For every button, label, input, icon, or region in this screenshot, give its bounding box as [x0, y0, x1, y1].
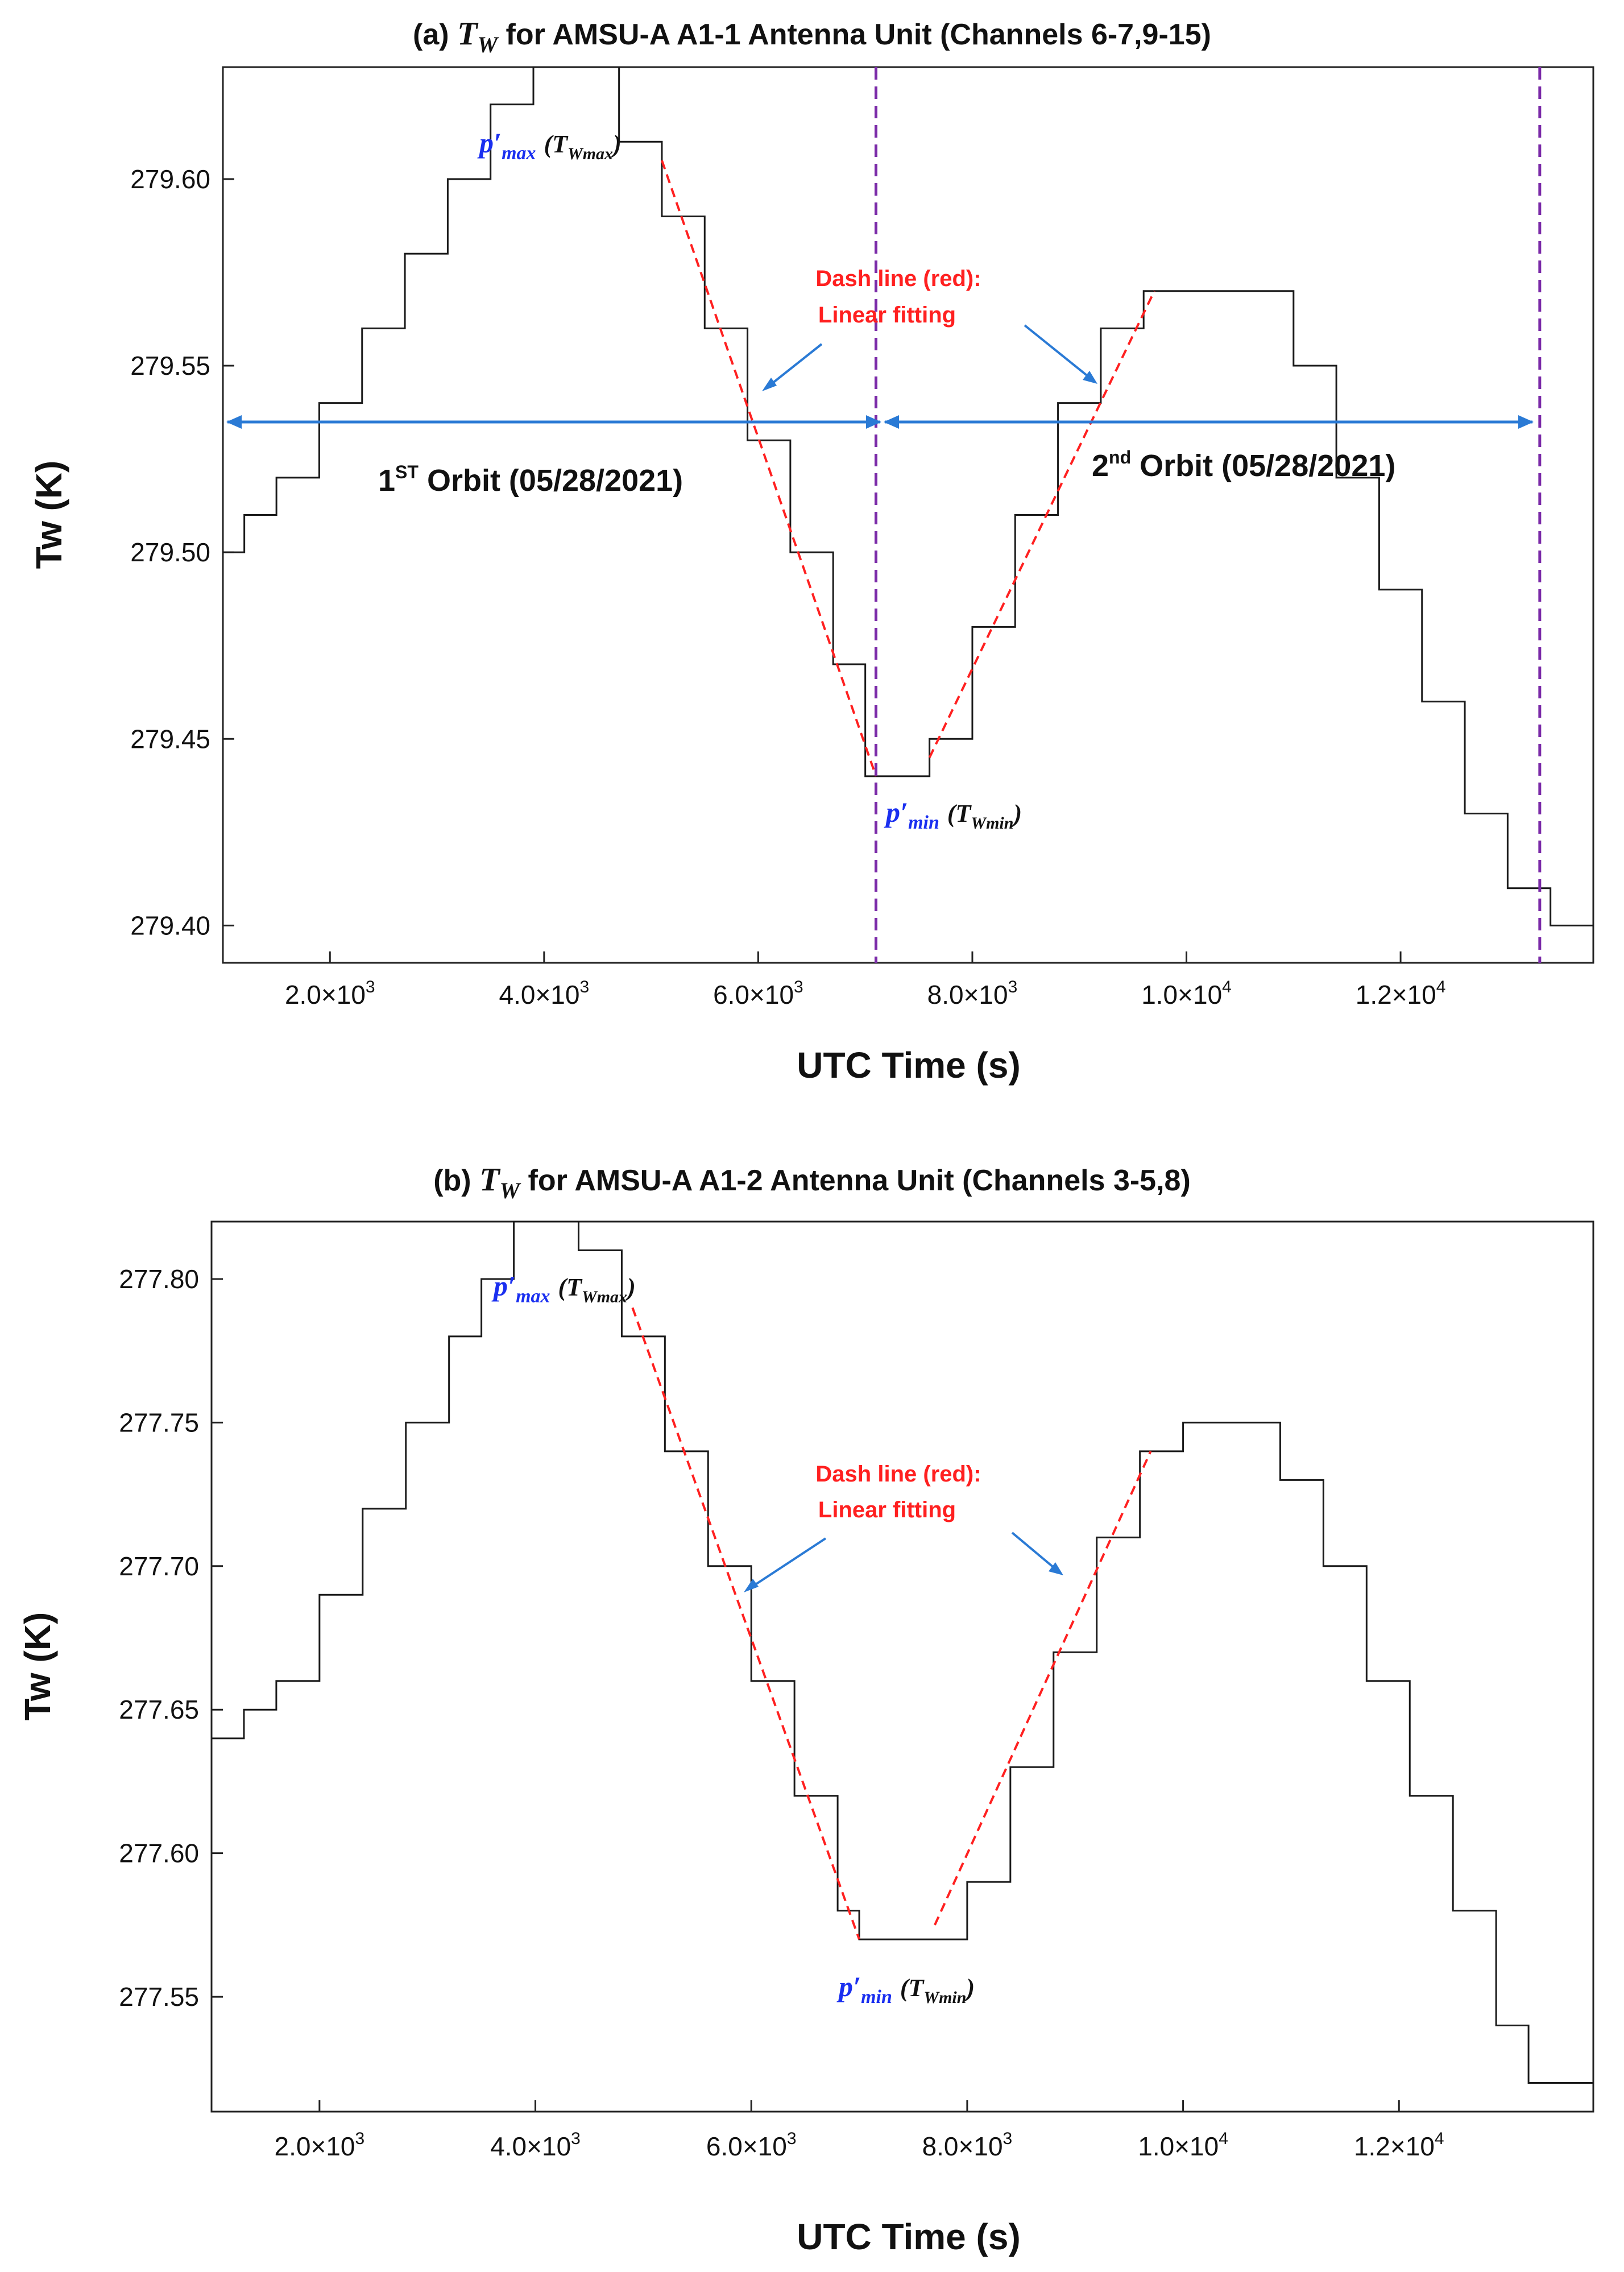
x-tick-label: 1.2×104	[1354, 2129, 1444, 2161]
y-tick-label: 279.55	[130, 351, 210, 380]
pmax-label: p′max (TWmax)	[477, 127, 622, 164]
orbit1-label: 1ST Orbit (05/28/2021)	[378, 462, 683, 498]
tw-series-line	[223, 66, 1593, 926]
x-tick-label: 2.0×103	[275, 2129, 365, 2161]
panel-b-ticks: 277.55 277.60 277.65 277.70 277.75 277.80 2.0×…	[119, 1264, 1444, 2161]
x-tick-label: 4.0×103	[490, 2129, 581, 2161]
panel-a-series	[223, 66, 1593, 926]
x-tick-label: 1.0×104	[1138, 2129, 1228, 2161]
orbit1-arrowhead-right	[866, 415, 881, 429]
orbit1-arrowhead-left	[226, 415, 242, 429]
orbit2-arrowhead-left	[884, 415, 899, 429]
panel-b-title: (b) TW for AMSU-A A1-2 Antenna Unit (Cha…	[433, 1161, 1191, 1203]
x-tick-label: 1.2×104	[1356, 978, 1446, 1009]
tw-series-line	[212, 1220, 1593, 2084]
linear-fit-line	[631, 1307, 860, 1940]
panel-a-dash-callouts	[762, 324, 1097, 391]
linear-fit-line	[661, 160, 877, 777]
x-tick-label: 6.0×103	[713, 978, 803, 1009]
callout-arrow-left	[748, 1537, 827, 1590]
linear-fit-line	[934, 1451, 1152, 1926]
y-tick-label: 277.60	[119, 1839, 199, 1868]
x-tick-label: 1.0×104	[1141, 978, 1232, 1009]
panel-b-series	[212, 1220, 1593, 2084]
panel-a-x-axis-label: UTC Time (s)	[797, 1045, 1021, 1086]
y-tick-label: 279.40	[130, 911, 210, 940]
dash-line-label: Dash line (red):	[815, 266, 981, 291]
callout-arrow-right	[1011, 1532, 1059, 1572]
panel-b-plot-frame	[210, 1220, 1594, 2113]
y-tick-label: 279.50	[130, 537, 210, 567]
pmin-label: p′min (TWmin)	[836, 1971, 975, 2008]
y-tick-label: 277.75	[119, 1408, 199, 1437]
panel-a-orbit-boundaries	[875, 67, 1542, 963]
panel-b-y-axis-label: Tw (K)	[17, 1612, 58, 1721]
pmax-label: p′max (TWmax)	[491, 1270, 636, 1307]
panel-a-title: (a) TW for AMSU-A A1-1 Antenna Unit (Cha…	[413, 15, 1211, 57]
y-tick-label: 277.65	[119, 1695, 199, 1724]
panel-a-y-axis-label: Tw (K)	[28, 461, 69, 569]
callout-arrowhead-right	[1083, 371, 1097, 384]
dash-line-label: Dash line (red):	[815, 1462, 981, 1487]
panel-a-orbit-arrows	[226, 415, 1534, 429]
linear-fitting-label: Linear fitting	[818, 303, 956, 328]
x-tick-label: 6.0×103	[706, 2129, 797, 2161]
x-tick-label: 4.0×103	[499, 978, 590, 1009]
callout-arrowhead-right	[1049, 1562, 1063, 1575]
y-tick-label: 277.80	[119, 1264, 199, 1294]
linear-fit-line	[928, 290, 1155, 758]
callout-arrowhead-left	[744, 1579, 759, 1592]
callout-arrow-left	[765, 343, 823, 389]
panel-b-x-axis-label: UTC Time (s)	[797, 2216, 1021, 2257]
orbit2-arrowhead-right	[1518, 415, 1534, 429]
x-tick-label: 2.0×103	[285, 978, 375, 1009]
panel-a-plot-frame	[222, 66, 1594, 964]
x-tick-label: 8.0×103	[927, 978, 1018, 1009]
y-tick-label: 277.55	[119, 1982, 199, 2012]
panel-a: (a) TW for AMSU-A A1-1 Antenna Unit (Cha…	[28, 15, 1594, 1086]
y-tick-label: 279.60	[130, 164, 210, 194]
panel-a-ticks: 279.40 279.45 279.50 279.55 279.60 2.0×103 4.0…	[130, 164, 1445, 1009]
pmin-label: p′min (TWmin)	[884, 796, 1022, 833]
linear-fitting-label: Linear fitting	[818, 1497, 956, 1522]
callout-arrow-right	[1024, 324, 1093, 380]
panel-b-dash-callouts	[744, 1532, 1063, 1592]
panel-b: (b) TW for AMSU-A A1-2 Antenna Unit (Cha…	[17, 1161, 1594, 2257]
y-tick-label: 277.70	[119, 1551, 199, 1581]
orbit2-label: 2nd Orbit (05/28/2021)	[1092, 447, 1395, 483]
callout-arrowhead-left	[762, 378, 777, 391]
x-tick-label: 8.0×103	[922, 2129, 1013, 2161]
y-tick-label: 279.45	[130, 724, 210, 754]
